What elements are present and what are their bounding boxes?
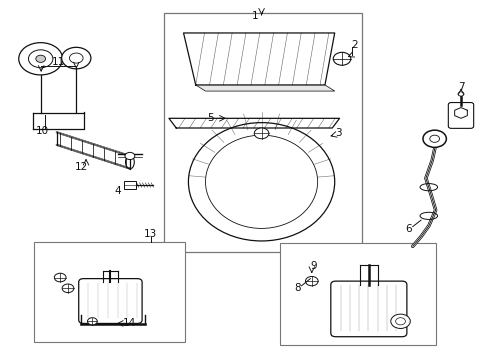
Circle shape [422, 130, 446, 147]
Circle shape [69, 53, 83, 63]
Text: 1: 1 [251, 11, 258, 21]
Circle shape [19, 42, 62, 75]
Circle shape [54, 273, 66, 282]
Text: 8: 8 [293, 283, 300, 293]
Polygon shape [195, 85, 334, 91]
Text: 5: 5 [206, 113, 213, 123]
Circle shape [36, 55, 45, 62]
Text: 3: 3 [335, 129, 341, 138]
Circle shape [28, 50, 53, 68]
Circle shape [61, 47, 91, 69]
Circle shape [125, 152, 135, 159]
Bar [34, 242, 184, 342]
Polygon shape [168, 118, 339, 128]
Circle shape [254, 128, 268, 139]
Bar [124, 181, 136, 189]
Text: 14: 14 [123, 319, 136, 328]
FancyBboxPatch shape [330, 281, 406, 337]
Circle shape [457, 92, 463, 96]
Bar [279, 243, 435, 345]
Polygon shape [454, 108, 467, 118]
FancyBboxPatch shape [79, 279, 142, 323]
Text: 11: 11 [52, 57, 65, 67]
Circle shape [429, 135, 439, 142]
Ellipse shape [205, 135, 317, 228]
Text: 4: 4 [114, 186, 121, 197]
Text: 2: 2 [350, 40, 357, 50]
Circle shape [87, 318, 97, 325]
Text: 10: 10 [36, 126, 49, 135]
Circle shape [395, 318, 405, 325]
Circle shape [332, 52, 350, 65]
Circle shape [390, 314, 409, 328]
Text: 13: 13 [144, 229, 157, 239]
Text: 9: 9 [309, 261, 316, 271]
FancyBboxPatch shape [447, 103, 473, 129]
Ellipse shape [188, 123, 334, 241]
Text: 12: 12 [74, 162, 87, 172]
Polygon shape [183, 33, 334, 85]
Circle shape [62, 284, 74, 293]
Text: 6: 6 [404, 225, 411, 234]
Bar [163, 13, 361, 252]
Text: 7: 7 [457, 82, 464, 93]
Circle shape [305, 276, 318, 286]
